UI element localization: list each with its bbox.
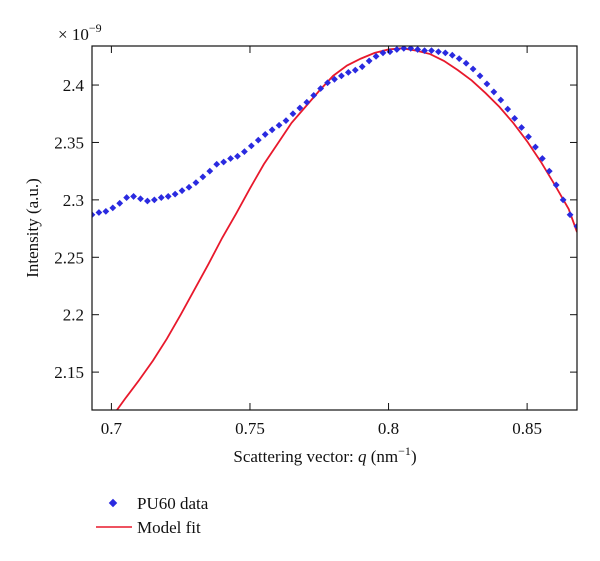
- y-tick-label: 2.3: [63, 191, 84, 210]
- y-multiplier-base: × 10: [58, 25, 89, 44]
- data-point: [435, 48, 442, 56]
- y-tick-label: 2.15: [54, 363, 84, 382]
- y-tick-label: 2.4: [63, 76, 85, 95]
- x-axis-label-unit-close: ): [411, 447, 417, 466]
- plot-frame: [91, 45, 578, 411]
- data-point: [102, 207, 110, 215]
- data-point: [254, 136, 262, 144]
- x-tick-label: 0.7: [101, 419, 123, 438]
- legend-marker-diamond: [108, 498, 118, 508]
- data-point: [109, 204, 117, 212]
- data-point: [455, 55, 463, 63]
- data-point: [220, 158, 228, 166]
- data-point: [234, 152, 241, 160]
- data-point: [476, 72, 484, 80]
- data-point: [123, 194, 131, 201]
- y-multiplier-label: × 10−9: [58, 21, 102, 44]
- x-axis: 0.7 0.75 0.8 0.85: [101, 46, 542, 438]
- data-point: [351, 66, 359, 74]
- data-point: [407, 46, 415, 52]
- data-point: [199, 173, 207, 181]
- data-point: [379, 49, 387, 57]
- data-point: [130, 193, 137, 200]
- data-point: [310, 91, 318, 99]
- data-point: [144, 197, 151, 205]
- data-point: [414, 46, 422, 53]
- data-point: [497, 96, 505, 104]
- data-point: [428, 47, 435, 54]
- data-point: [185, 183, 193, 191]
- y-axis-label: Intensity (a.u.): [23, 178, 42, 278]
- data-point: [92, 211, 96, 219]
- data-point: [331, 75, 338, 83]
- x-axis-label: Scattering vector: q (nm−1): [233, 444, 416, 466]
- data-point: [150, 196, 158, 204]
- data-point: [178, 187, 186, 195]
- y-multiplier-exp: −9: [89, 21, 102, 35]
- data-point: [365, 57, 373, 65]
- data-point: [227, 155, 234, 162]
- data-point: [490, 88, 498, 96]
- data-point: [137, 195, 144, 203]
- legend-item-model-fit: Model fit: [96, 518, 201, 537]
- legend-label-pu60-data: PU60 data: [137, 494, 209, 513]
- y-tick-label: 2.2: [63, 306, 84, 325]
- data-point: [268, 126, 276, 134]
- data-point: [448, 51, 456, 59]
- data-point: [206, 167, 214, 175]
- data-point: [441, 49, 449, 57]
- data-point: [157, 194, 165, 201]
- data-point: [303, 98, 311, 106]
- legend-item-pu60-data: PU60 data: [108, 494, 209, 513]
- data-point: [247, 142, 255, 150]
- data-point: [393, 46, 401, 53]
- data-point: [421, 47, 428, 54]
- data-point: [344, 69, 352, 76]
- data-point: [213, 160, 221, 168]
- data-point: [462, 59, 470, 67]
- data-point: [358, 63, 366, 71]
- model-fit-series: [116, 47, 577, 410]
- x-axis-label-prefix: Scattering vector:: [233, 447, 358, 466]
- y-axis: 2.15 2.2 2.25 2.3 2.35 2.4: [54, 76, 577, 382]
- data-point: [95, 209, 103, 216]
- data-point: [261, 131, 269, 138]
- pu60-data-series: [92, 46, 577, 230]
- model-fit-line: [116, 47, 577, 410]
- x-tick-label: 0.8: [378, 419, 399, 438]
- data-point: [289, 110, 297, 118]
- data-point: [372, 52, 380, 60]
- data-point: [338, 72, 345, 80]
- x-axis-label-unit: (nm: [367, 447, 399, 466]
- y-tick-label: 2.35: [54, 133, 84, 152]
- data-point: [483, 80, 491, 88]
- x-tick-label: 0.75: [235, 419, 265, 438]
- x-tick-label: 0.85: [512, 419, 542, 438]
- y-tick-label: 2.25: [54, 248, 84, 267]
- data-point: [400, 46, 408, 52]
- data-point: [275, 121, 283, 129]
- legend-label-model-fit: Model fit: [137, 518, 201, 537]
- data-point: [171, 190, 179, 198]
- x-axis-label-unit-exp: −1: [398, 444, 411, 458]
- data-point: [116, 199, 124, 207]
- data-point: [241, 148, 248, 156]
- data-point: [324, 79, 331, 87]
- x-axis-label-var: q: [358, 447, 367, 466]
- data-point: [317, 85, 325, 92]
- data-point: [192, 179, 200, 187]
- legend: PU60 data Model fit: [96, 494, 209, 537]
- data-point: [282, 117, 290, 125]
- data-point: [296, 104, 304, 112]
- data-point: [164, 193, 172, 200]
- data-point: [504, 105, 512, 113]
- data-point: [469, 65, 477, 73]
